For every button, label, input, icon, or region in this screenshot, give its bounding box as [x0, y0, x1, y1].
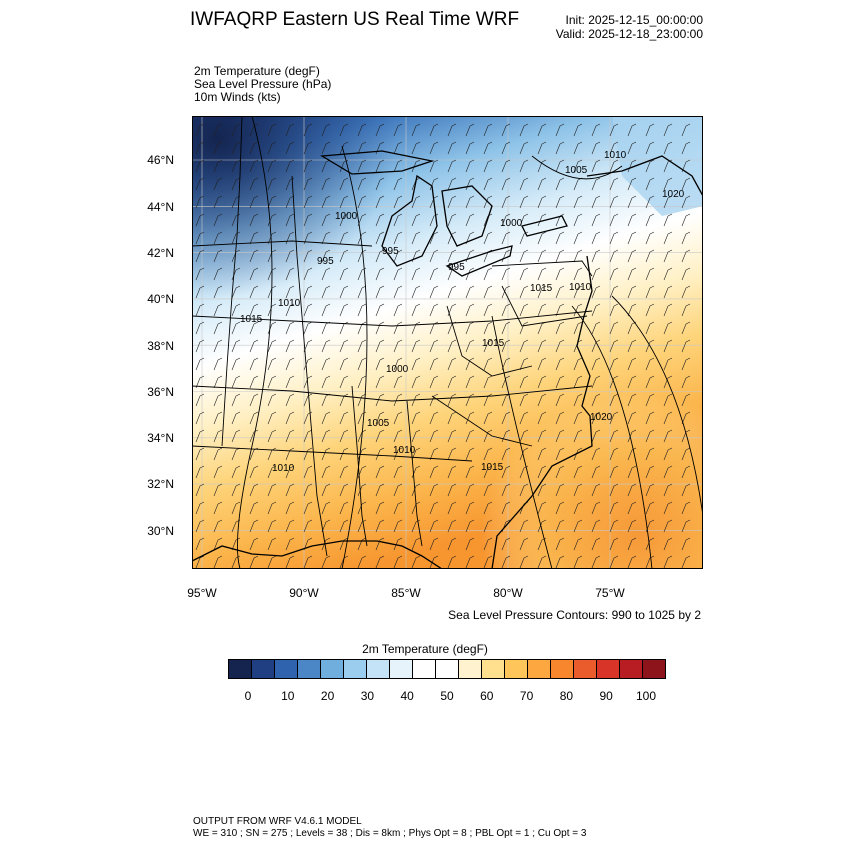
colorbar-cell	[642, 659, 666, 679]
lat-label: 34°N	[147, 431, 174, 445]
state-borders	[192, 116, 593, 557]
northeast-cool-region	[612, 116, 703, 216]
lat-label: 44°N	[147, 200, 174, 214]
colorbar-cell	[366, 659, 390, 679]
pressure-label: 1010	[393, 445, 416, 456]
lat-label: 46°N	[147, 153, 174, 167]
pressure-label: 1005	[367, 418, 390, 429]
colorbar-cell	[228, 659, 252, 679]
colorbar-tick-label: 100	[635, 689, 657, 703]
colorbar-tick-label: 50	[440, 689, 454, 703]
colorbar-tick-label: 70	[519, 689, 534, 703]
pressure-label: 995	[317, 256, 334, 267]
model-info-line2: WE = 310 ; SN = 275 ; Levels = 38 ; Dis …	[193, 828, 587, 839]
colorbar-cell	[435, 659, 459, 679]
colorbar-tick-label: 10	[281, 689, 295, 703]
lake-ontario	[521, 215, 568, 237]
pressure-label: 1010	[569, 282, 592, 293]
lon-label: 75°W	[595, 586, 625, 600]
pressure-label: 1015	[481, 462, 504, 473]
colorbar-cell	[504, 659, 528, 679]
lat-label: 30°N	[147, 524, 174, 538]
model-info-line1: OUTPUT FROM WRF V4.6.1 MODEL	[193, 816, 362, 827]
pressure-label: 1000	[386, 364, 409, 375]
colorbar-tick-label: 90	[599, 689, 613, 703]
pressure-label: 1010	[278, 298, 301, 309]
lon-label: 95°W	[187, 586, 217, 600]
pressure-contours	[237, 116, 703, 569]
pressure-label: 1020	[662, 189, 685, 200]
colorbar-tick-label: 30	[360, 689, 375, 703]
colorbar-cell	[320, 659, 344, 679]
lake-huron	[441, 185, 493, 247]
pressure-label: 995	[382, 246, 399, 257]
map-canvas: 1010 1005 1020 1000 1000 995 995 995 101…	[192, 116, 703, 569]
field-winds: 10m Winds (kts)	[194, 90, 281, 104]
colorbar-cell	[596, 659, 620, 679]
pressure-label: 1015	[482, 338, 505, 349]
field-temperature: 2m Temperature (degF)	[194, 64, 320, 78]
colorbar-title: 2m Temperature (degF)	[362, 642, 488, 656]
init-time: Init: 2025-12-15_00:00:00	[565, 13, 703, 27]
colorbar-cell	[619, 659, 643, 679]
slp-contour-note: Sea Level Pressure Contours: 990 to 1025…	[448, 608, 701, 622]
pressure-label: 995	[448, 262, 465, 273]
warm-ocean-region	[442, 336, 703, 569]
colorbar-cell	[527, 659, 551, 679]
lake-erie	[445, 245, 513, 277]
valid-time: Valid: 2025-12-18_23:00:00	[555, 27, 703, 41]
colorbar-cell	[297, 659, 321, 679]
colorbar-tick-label: 80	[559, 689, 574, 703]
colorbar-cell	[550, 659, 574, 679]
pressure-label-group: 1010 1005 1020 1000 1000 995 995 995 101…	[240, 150, 685, 474]
lon-label: 90°W	[289, 586, 319, 600]
lat-label: 40°N	[147, 292, 174, 306]
lake-superior	[319, 150, 435, 175]
colorbar-cell	[251, 659, 275, 679]
lat-label: 42°N	[147, 246, 174, 260]
colorbar-tick-label: 0	[244, 689, 252, 703]
pressure-label: 1010	[272, 463, 295, 474]
pressure-label: 1000	[335, 211, 358, 222]
gulf-coast	[192, 540, 443, 569]
colorbar-cell	[412, 659, 436, 679]
colorbar-cell	[343, 659, 367, 679]
lake-michigan	[381, 174, 438, 267]
pressure-label: 1020	[590, 412, 613, 423]
field-pressure: Sea Level Pressure (hPa)	[194, 77, 332, 91]
colorbar-cell	[389, 659, 413, 679]
wind-barbs	[195, 123, 691, 569]
pressure-label: 1015	[240, 314, 263, 325]
colorbar-cell	[274, 659, 298, 679]
colorbar-cell	[458, 659, 482, 679]
colorbar-tick-label: 60	[480, 689, 494, 703]
lat-label: 32°N	[147, 477, 174, 491]
lon-label: 85°W	[391, 586, 421, 600]
pressure-label: 1010	[604, 150, 627, 161]
lat-label: 36°N	[147, 385, 174, 399]
weather-map: 1010 1005 1020 1000 1000 995 995 995 101…	[192, 116, 703, 569]
pressure-label: 1005	[565, 165, 588, 176]
lon-label: 80°W	[493, 586, 523, 600]
pressure-label: 1015	[530, 283, 553, 294]
map-frame	[192, 116, 703, 569]
colorbar-tick-label: 40	[400, 689, 414, 703]
colorbar-cell	[481, 659, 505, 679]
pressure-label: 1000	[500, 218, 523, 229]
lat-label: 38°N	[147, 339, 174, 353]
colorbar-tick-label: 20	[320, 689, 335, 703]
map-title: IWFAQRP Eastern US Real Time WRF	[190, 9, 520, 30]
colorbar-cell	[573, 659, 597, 679]
